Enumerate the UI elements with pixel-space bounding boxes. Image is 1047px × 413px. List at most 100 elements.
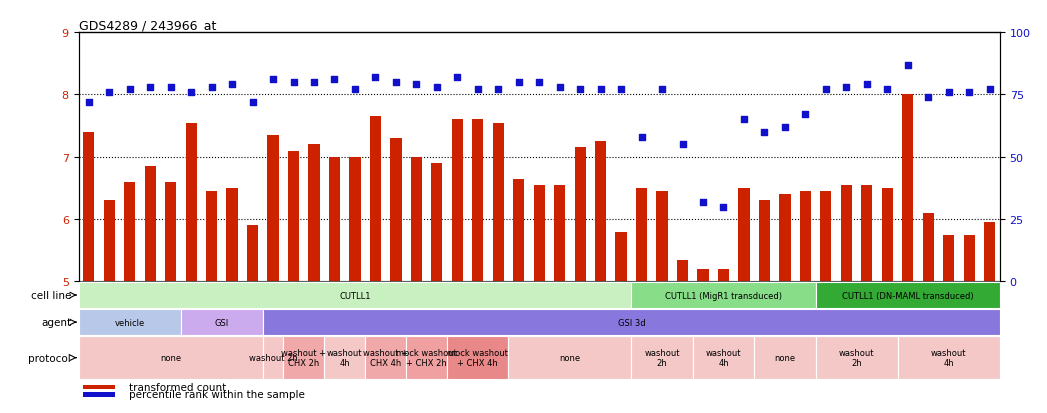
Point [490, 87, 507, 94]
Point [203, 85, 220, 91]
Bar [267, 135, 279, 282]
Point [674, 142, 691, 148]
Point [326, 77, 342, 83]
Bar [595, 142, 606, 282]
Bar [391, 139, 401, 282]
Text: GSI 3d: GSI 3d [618, 318, 645, 327]
Point [756, 129, 773, 136]
Bar [447, 337, 509, 379]
Point [121, 87, 138, 94]
Point [859, 82, 875, 88]
Bar [181, 309, 263, 335]
Bar [754, 337, 816, 379]
Bar [534, 185, 544, 282]
Bar [759, 201, 770, 282]
Text: GDS4289 / 243966_at: GDS4289 / 243966_at [79, 19, 216, 32]
Bar [862, 185, 872, 282]
Bar [263, 309, 1000, 335]
Bar [472, 120, 484, 282]
Text: cell line: cell line [30, 290, 71, 300]
Point [387, 79, 404, 86]
Bar [943, 235, 954, 282]
Bar [493, 123, 504, 282]
Bar [83, 133, 94, 282]
Point [981, 87, 998, 94]
Text: CUTLL1 (MigR1 transduced): CUTLL1 (MigR1 transduced) [665, 291, 782, 300]
Text: agent: agent [41, 317, 71, 327]
Bar [329, 157, 340, 282]
Point [777, 124, 794, 131]
Text: none: none [775, 354, 796, 362]
Bar [309, 145, 319, 282]
Bar [165, 182, 176, 282]
Bar [816, 282, 1000, 308]
Bar [370, 117, 381, 282]
Bar [800, 192, 811, 282]
Bar [677, 260, 688, 282]
Text: washout
4h: washout 4h [327, 348, 362, 368]
Bar [365, 337, 406, 379]
Point [818, 87, 834, 94]
Text: washout +
CHX 4h: washout + CHX 4h [363, 348, 408, 368]
Text: protocol: protocol [28, 353, 71, 363]
Bar [922, 214, 934, 282]
Text: washout
4h: washout 4h [706, 348, 741, 368]
Point [612, 87, 629, 94]
Bar [841, 185, 852, 282]
Point [531, 79, 548, 86]
Bar [984, 223, 996, 282]
Text: CUTLL1: CUTLL1 [339, 291, 371, 300]
Point [715, 204, 732, 211]
Point [878, 87, 895, 94]
Text: GSI: GSI [215, 318, 229, 327]
Bar [554, 185, 565, 282]
Point [736, 117, 753, 123]
Bar [350, 157, 360, 282]
Bar [125, 182, 135, 282]
Text: mock washout
+ CHX 4h: mock washout + CHX 4h [447, 348, 508, 368]
Bar [820, 192, 831, 282]
Bar [697, 269, 709, 282]
Point [920, 95, 937, 101]
Bar [897, 337, 1000, 379]
Bar [631, 337, 693, 379]
Point [101, 90, 117, 96]
Text: none: none [160, 354, 181, 362]
Point [593, 87, 609, 94]
Bar [284, 337, 325, 379]
Bar [144, 167, 156, 282]
Bar [288, 151, 299, 282]
Bar [616, 232, 627, 282]
Point [428, 85, 445, 91]
Text: washout 2h: washout 2h [248, 354, 297, 362]
Bar [903, 95, 913, 282]
Bar [738, 188, 750, 282]
Point [552, 85, 569, 91]
Bar [631, 282, 816, 308]
Point [244, 100, 261, 106]
Point [940, 90, 957, 96]
Bar [656, 192, 668, 282]
Bar [509, 337, 631, 379]
Bar [513, 179, 525, 282]
Point [408, 82, 425, 88]
Point [510, 79, 527, 86]
Point [838, 85, 854, 91]
Point [265, 77, 282, 83]
Bar [693, 337, 754, 379]
Point [306, 79, 322, 86]
Point [797, 112, 814, 119]
Text: CUTLL1 (DN-MAML transduced): CUTLL1 (DN-MAML transduced) [842, 291, 974, 300]
Bar [185, 123, 197, 282]
Text: vehicle: vehicle [114, 318, 144, 327]
Text: percentile rank within the sample: percentile rank within the sample [129, 389, 305, 399]
Bar [104, 201, 115, 282]
Bar [79, 282, 631, 308]
Bar [226, 188, 238, 282]
Bar [636, 188, 647, 282]
Point [141, 85, 158, 91]
Text: washout
4h: washout 4h [931, 348, 966, 368]
Point [633, 134, 650, 141]
Bar [79, 309, 181, 335]
Point [449, 74, 466, 81]
